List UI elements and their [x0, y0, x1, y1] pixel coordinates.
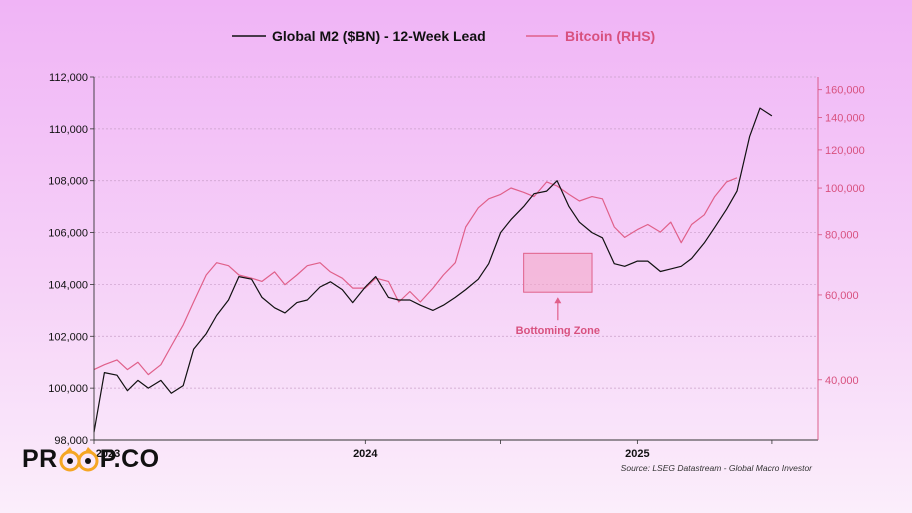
y-axis-right-ticks: 40,000 60,000 80,000 100,000 120,000 140,000 1… [818, 85, 865, 387]
series-m2 [93, 107, 773, 433]
y-tick-label-right: 100,000 [825, 183, 865, 195]
x-tick-label: 2025 [625, 448, 649, 460]
logo-text-right: P.CO [99, 444, 160, 473]
y-tick-label-right: 60,000 [825, 290, 859, 302]
y-tick-label-right: 140,000 [825, 113, 865, 125]
y-tick-label-right: 120,000 [825, 145, 865, 157]
owl-eyes-icon [59, 446, 99, 472]
legend-label-m2: Global M2 ($BN) - 12-Week Lead [272, 28, 486, 44]
bottoming-zone-box [523, 252, 593, 293]
y-tick-label-right: 80,000 [825, 230, 859, 242]
x-tick-label: 2024 [353, 448, 378, 460]
y-tick-label-left: 108,000 [48, 176, 88, 188]
y-tick-label-left: 112,000 [49, 72, 88, 84]
source-note: Source: LSEG Datastream - Global Macro I… [620, 463, 812, 473]
y-tick-label-left: 100,000 [48, 383, 88, 395]
y-tick-label-right: 160,000 [825, 85, 865, 97]
series-line [93, 107, 773, 433]
bottoming-zone-label: Bottoming Zone [516, 325, 600, 337]
logo-text-left: PR [22, 444, 58, 473]
y-tick-label-left: 106,000 [48, 228, 88, 240]
y-tick-label-right: 40,000 [825, 375, 859, 387]
y-axis-left-ticks: 98,000 100,000 102,000 104,000 106,000 108,00… [48, 72, 94, 447]
arrow-head-icon [554, 297, 562, 304]
legend-label-btc: Bitcoin (RHS) [565, 28, 655, 44]
x-tick-label: 2023 [96, 448, 120, 460]
legend: Global M2 ($BN) - 12-Week Lead Bitcoin (… [232, 28, 655, 44]
x-axis-ticks: 2023 2024 2025 [93, 440, 773, 460]
brand-logo: PR P.CO [22, 444, 160, 474]
series-line [93, 177, 738, 376]
y-tick-label-left: 98,000 [54, 435, 88, 447]
bottoming-zone: Bottoming Zone [516, 252, 600, 337]
y-tick-label-left: 102,000 [48, 331, 88, 343]
series-btc [93, 177, 738, 376]
y-tick-label-left: 104,000 [48, 279, 88, 291]
y-tick-label-left: 110,000 [49, 124, 88, 136]
